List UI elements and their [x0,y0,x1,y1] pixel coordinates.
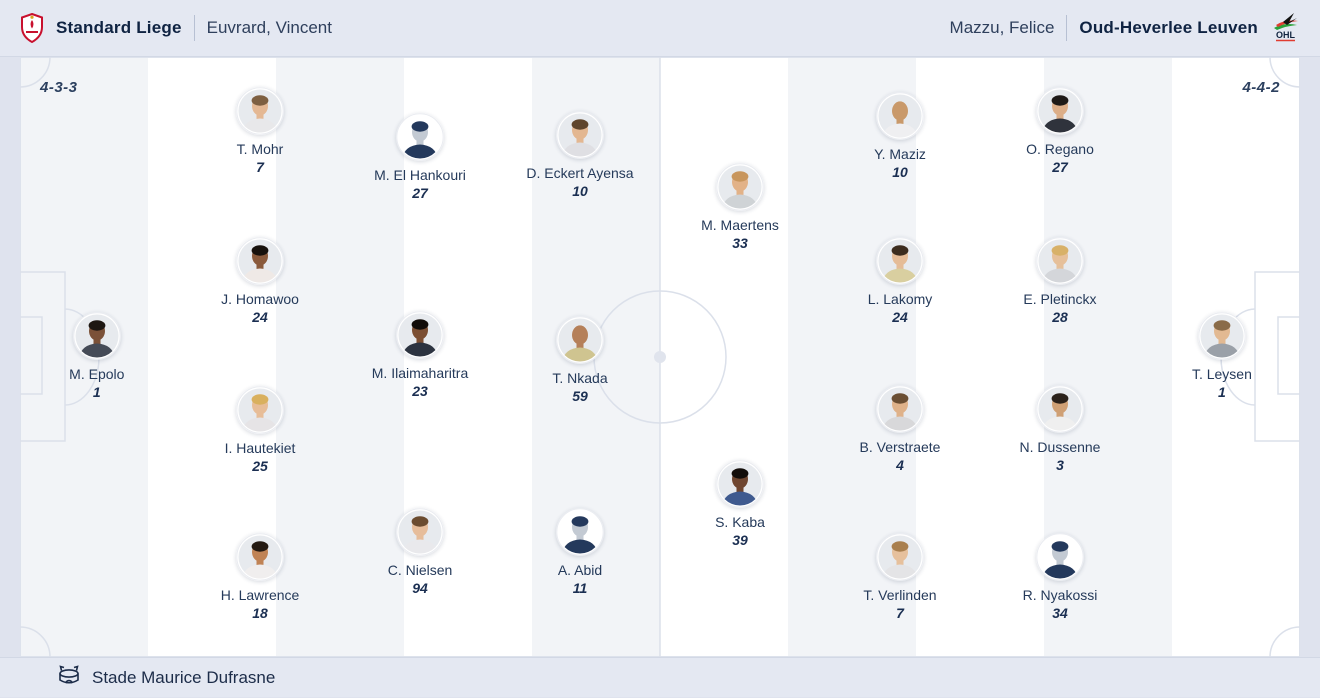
player-home-i-hautekiet[interactable]: I. Hautekiet 25 [185,386,335,474]
player-name: I. Hautekiet [224,439,296,456]
player-away-e-pletinckx[interactable]: E. Pletinckx 28 [985,237,1135,325]
home-formation-label: 4-3-3 [40,79,78,96]
player-home-m-epolo[interactable]: M. Epolo 1 [22,312,172,400]
player-away-t-verlinden[interactable]: T. Verlinden 7 [825,533,975,621]
player-number: 59 [572,388,588,405]
player-away-y-maziz[interactable]: Y. Maziz 10 [825,92,975,180]
player-name: D. Eckert Ayensa [526,165,634,181]
home-team-block: Standard Liege Euvrard, Vincent [20,13,332,43]
player-name: O. Regano [1026,141,1094,157]
away-team-block: Mazzu, Felice Oud-Heverlee Leuven OHL [950,12,1300,44]
away-coach-name[interactable]: Mazzu, Felice [949,18,1055,37]
venue-name: Stade Maurice Dufrasne [92,667,276,687]
player-number: 7 [256,159,264,175]
away-formation-label: 4-4-2 [1242,79,1280,96]
player-away-b-verstraete[interactable]: B. Verstraete 4 [825,385,975,473]
player-name: J. Homawoo [221,291,299,307]
player-number: 34 [1052,604,1068,621]
player-number: 28 [1052,309,1068,325]
lineup-area: 4-3-3 4-4-2 M. Epolo 1 T. Mohr 7 J. Homawoo 2… [0,57,1320,657]
player-name: S. Kaba [715,514,765,531]
player-name: B. Verstraete [859,439,941,456]
player-name: M. Maertens [701,217,779,234]
header-divider [193,15,195,41]
player-number: 39 [732,532,748,549]
player-name: C. Nielsen [387,562,453,579]
player-home-m-ilaimaharitra[interactable]: M. Ilaimaharitra 23 [345,311,495,399]
player-home-j-homawoo[interactable]: J. Homawoo 24 [185,237,335,325]
player-number: 11 [572,580,588,597]
player-number: 25 [252,457,268,474]
home-coach-name[interactable]: Euvrard, Vincent [206,18,332,37]
svg-text:OHL: OHL [1276,30,1296,40]
player-name: E. Pletinckx [1023,291,1097,307]
player-away-l-lakomy[interactable]: L. Lakomy 24 [825,237,975,325]
player-number: 24 [892,309,908,325]
player-number: 27 [1052,159,1068,175]
ohl-crest-icon[interactable]: OHL [1270,12,1300,44]
pitch: 4-3-3 4-4-2 M. Epolo 1 T. Mohr 7 J. Homawoo 2… [20,57,1300,657]
player-away-n-dussenne[interactable]: N. Dussenne 3 [985,385,1135,473]
player-name: M. Ilaimaharitra [371,364,469,381]
match-header: Standard Liege Euvrard, Vincent Mazzu, F… [0,0,1320,57]
home-team-name[interactable]: Standard Liege [56,18,182,37]
player-name: M. El Hankouri [374,166,466,183]
player-name: T. Leysen [1191,366,1252,382]
player-number: 10 [572,183,588,199]
player-number: 94 [412,580,428,597]
player-number: 7 [896,604,904,621]
player-home-h-lawrence[interactable]: H. Lawrence 18 [185,533,335,621]
stadium-icon [57,664,81,692]
player-away-o-regano[interactable]: O. Regano 27 [985,87,1135,175]
player-home-d-eckert-ayensa[interactable]: D. Eckert Ayensa 10 [505,111,655,199]
player-name: Y. Maziz [874,145,926,162]
player-number: 27 [412,184,428,201]
player-name: H. Lawrence [220,586,300,603]
player-number: 23 [412,382,428,399]
player-away-r-nyakossi[interactable]: R. Nyakossi 34 [985,533,1135,621]
player-name: L. Lakomy [867,291,933,307]
player-away-m-maertens[interactable]: M. Maertens 33 [665,163,815,251]
player-name: T. Verlinden [863,586,937,603]
player-number: 3 [1056,457,1064,474]
player-name: M. Epolo [69,366,125,382]
player-number: 10 [892,163,908,180]
player-away-s-kaba[interactable]: S. Kaba 39 [665,460,815,548]
venue-bar: Stade Maurice Dufrasne [0,657,1320,697]
player-name: T. Nkada [552,370,608,387]
player-number: 4 [896,457,904,474]
player-home-a-abid[interactable]: A. Abid 11 [505,508,655,596]
header-divider [1066,15,1068,41]
away-team-name[interactable]: Oud-Heverlee Leuven [1079,18,1258,37]
player-number: 24 [252,309,268,325]
player-home-t-mohr[interactable]: T. Mohr 7 [185,87,335,175]
pitch-markings [20,57,1300,657]
player-name: A. Abid [557,562,603,579]
player-number: 33 [732,235,748,252]
player-away-t-leysen[interactable]: T. Leysen 1 [1147,312,1297,400]
player-home-t-nkada[interactable]: T. Nkada 59 [505,316,655,404]
standard-liege-crest-icon[interactable] [20,13,44,43]
player-name: R. Nyakossi [1022,586,1098,603]
player-home-c-nielsen[interactable]: C. Nielsen 94 [345,508,495,596]
player-number: 18 [252,604,268,621]
player-home-m-el-hankouri[interactable]: M. El Hankouri 27 [345,113,495,201]
player-number: 1 [92,384,101,400]
player-number: 1 [1218,384,1226,400]
player-name: T. Mohr [236,141,284,157]
player-name: N. Dussenne [1019,439,1101,456]
